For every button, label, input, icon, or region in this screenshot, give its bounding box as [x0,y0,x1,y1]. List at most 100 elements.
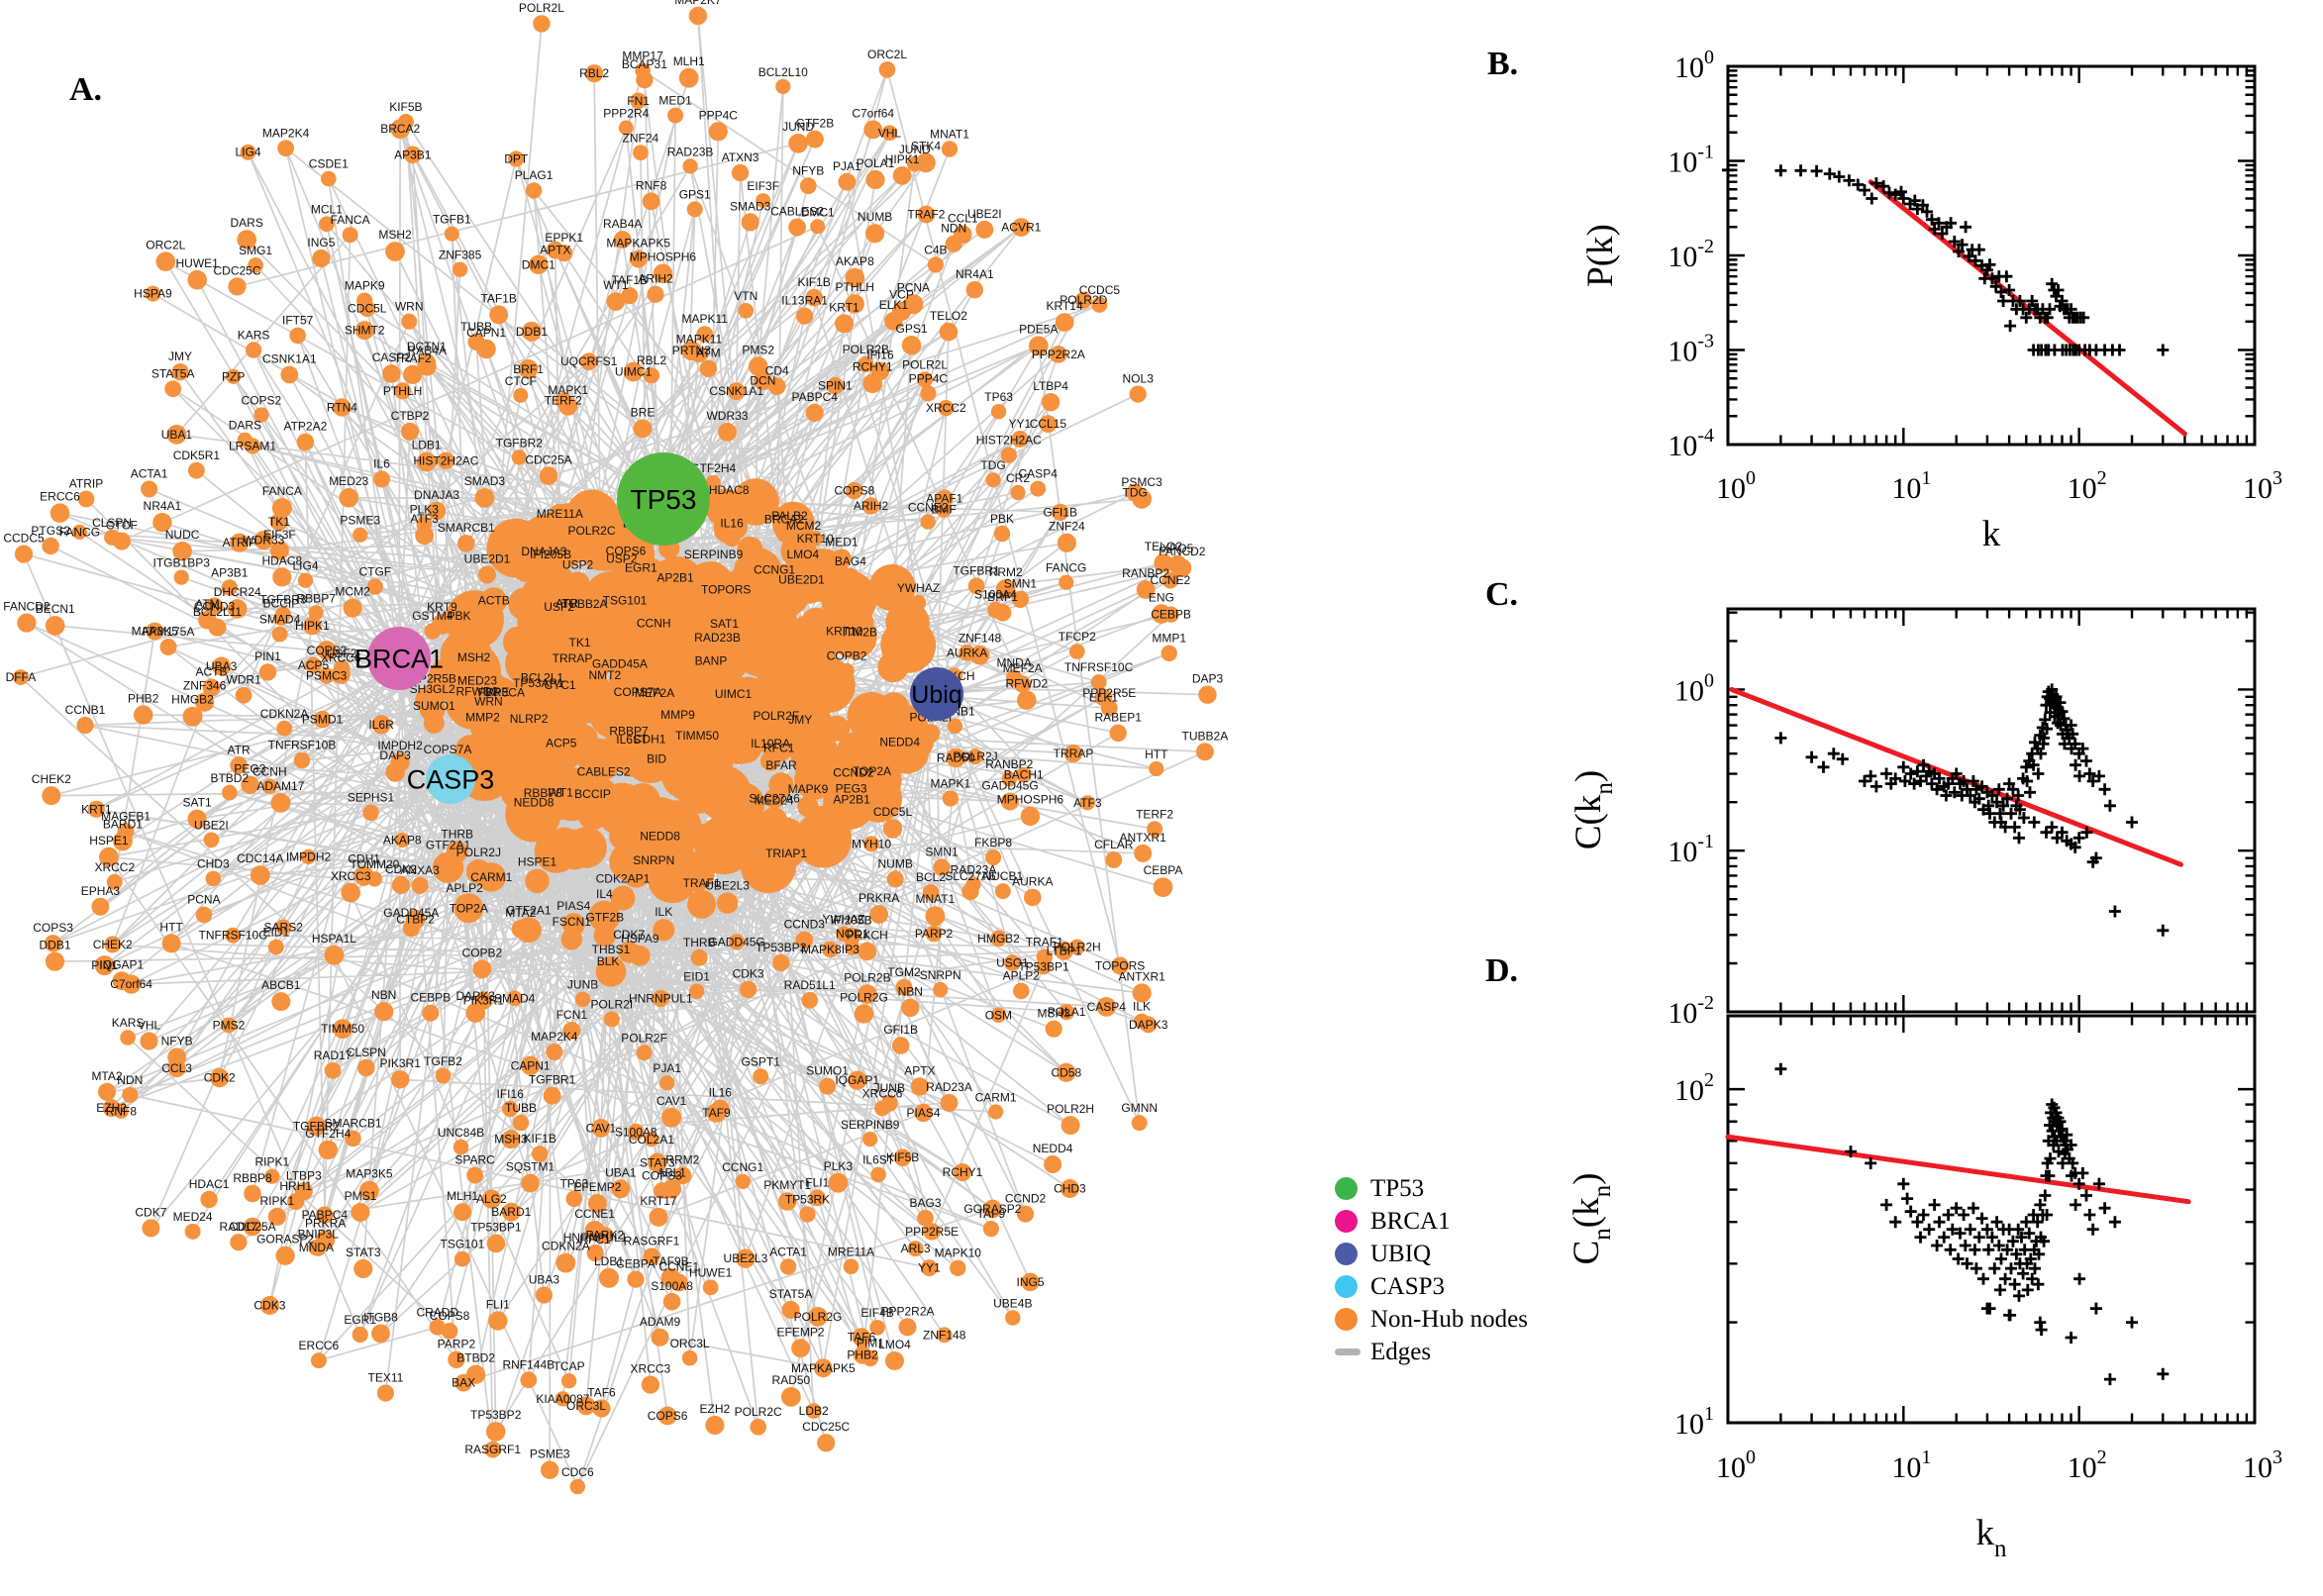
network-node [565,1190,583,1208]
node-label: LMO4 [878,1338,911,1351]
node-label: MAP2K4 [531,1030,578,1044]
network-node [788,218,806,237]
node-label: EGR1 [625,560,657,574]
node-label: CHD3 [197,857,230,871]
network-node [200,1190,218,1209]
nonhub-node-icon [1335,1308,1358,1331]
network-node [352,1326,368,1344]
node-label: UBA3 [206,659,238,673]
node-label: JMY [788,713,812,727]
scatter-points [1774,1062,2170,1386]
network-node [227,599,248,619]
network-node [1011,431,1029,448]
node-label: BCL2L11 [193,605,242,619]
network-node [546,1044,563,1061]
node-label: MNAT1 [916,892,956,906]
node-label: SQSTM1 [506,1160,556,1174]
node-label: DARS [231,216,263,230]
legend-item-brca1: BRCA1 [1335,1205,1528,1238]
network-node [476,339,496,359]
scatter-points [1774,683,2170,937]
node-label: ACTB [195,665,227,679]
network-node [140,1032,158,1050]
node-label: HDAC1 [189,1177,230,1191]
node-label: PZP [222,369,245,383]
network-node [550,503,570,525]
node-label: DAPK3 [456,989,496,1003]
network-node [1162,571,1179,589]
node-label: TRAF2 [394,351,432,365]
node-label: MAP3K5 [132,625,179,639]
node-label: MAPK10 [935,1247,982,1260]
node-label: USP2 [562,558,594,572]
network-node [910,594,927,611]
node-label: HUWE1 [176,256,220,270]
network-node [306,1116,327,1137]
network-node [1057,1062,1076,1082]
node-label: BTBD2 [456,1351,495,1365]
network-node [374,1002,394,1022]
node-label: EPHA3 [81,884,121,898]
node-label: RRM2 [989,565,1023,579]
node-label: RCHY1 [943,1165,983,1179]
node-label: COL2A1 [629,1133,674,1147]
node-label: PIAS4 [556,899,590,913]
tick-label: 100 [1674,669,1714,707]
network-node [688,6,708,26]
node-label: BCL2L1 [521,670,564,684]
network-node [312,249,331,268]
node-label: POLR2J [953,749,997,763]
network-node [308,605,324,621]
network-node [357,1058,375,1077]
node-label: APTX [904,1063,935,1077]
node-label: ZNF148 [923,1328,966,1342]
scatter-points [1722,163,2170,356]
network-node [631,557,652,578]
node-label: IFT57 [282,314,314,328]
node-label: FCN1 [556,1008,588,1022]
node-label: CLSPN [347,1046,386,1059]
network-node [1109,724,1127,742]
node-label: LTBP1 [1047,944,1082,957]
network-node [953,1163,972,1182]
network-node [862,777,881,797]
node-label: MED23 [329,474,368,488]
network-node [321,170,337,187]
node-label: RBBP7 [297,592,337,606]
node-label: CDH1 [348,852,380,866]
network-node [222,784,238,801]
node-label: TEX11 [368,1371,404,1385]
network-node [523,689,554,721]
network-node [258,663,277,681]
node-label: AP3B1 [394,148,432,161]
node-label: C7orf64 [110,977,152,991]
network-node [936,1327,953,1344]
node-labels-layer: TAF1B POLR2G POLR2I POLR2C POLR2B POLR2D POLR2… [3,0,1228,1479]
network-node [167,1058,186,1078]
node-label: PIK3R1 [380,1056,422,1070]
node-label: PBK [990,512,1014,526]
node-label: CSDE1 [309,157,349,171]
node-label: POLR2C [567,524,615,538]
network-node [1045,1020,1062,1038]
network-node [990,930,1007,948]
node-label: NR4A1 [144,499,182,513]
node-label: ERCC6 [40,489,80,503]
node-label: TIMM50 [321,1022,364,1036]
node-label: MAPK11 [681,312,728,326]
network-node [826,376,845,395]
network-node [574,991,591,1008]
network-node [1036,959,1052,975]
network-node [275,1246,295,1265]
network-node [618,120,634,136]
network-node [1010,484,1026,501]
network-node [472,959,492,979]
node-label: CTBP2 [391,409,430,423]
network-node [945,235,962,252]
node-label: BCL2L10 [758,65,808,79]
node-label: TGFBR1 [953,564,1000,578]
node-label: FKBP8 [974,836,1012,849]
node-label: DAP3 [1192,671,1224,685]
node-label: TP53BP2 [470,1408,522,1422]
